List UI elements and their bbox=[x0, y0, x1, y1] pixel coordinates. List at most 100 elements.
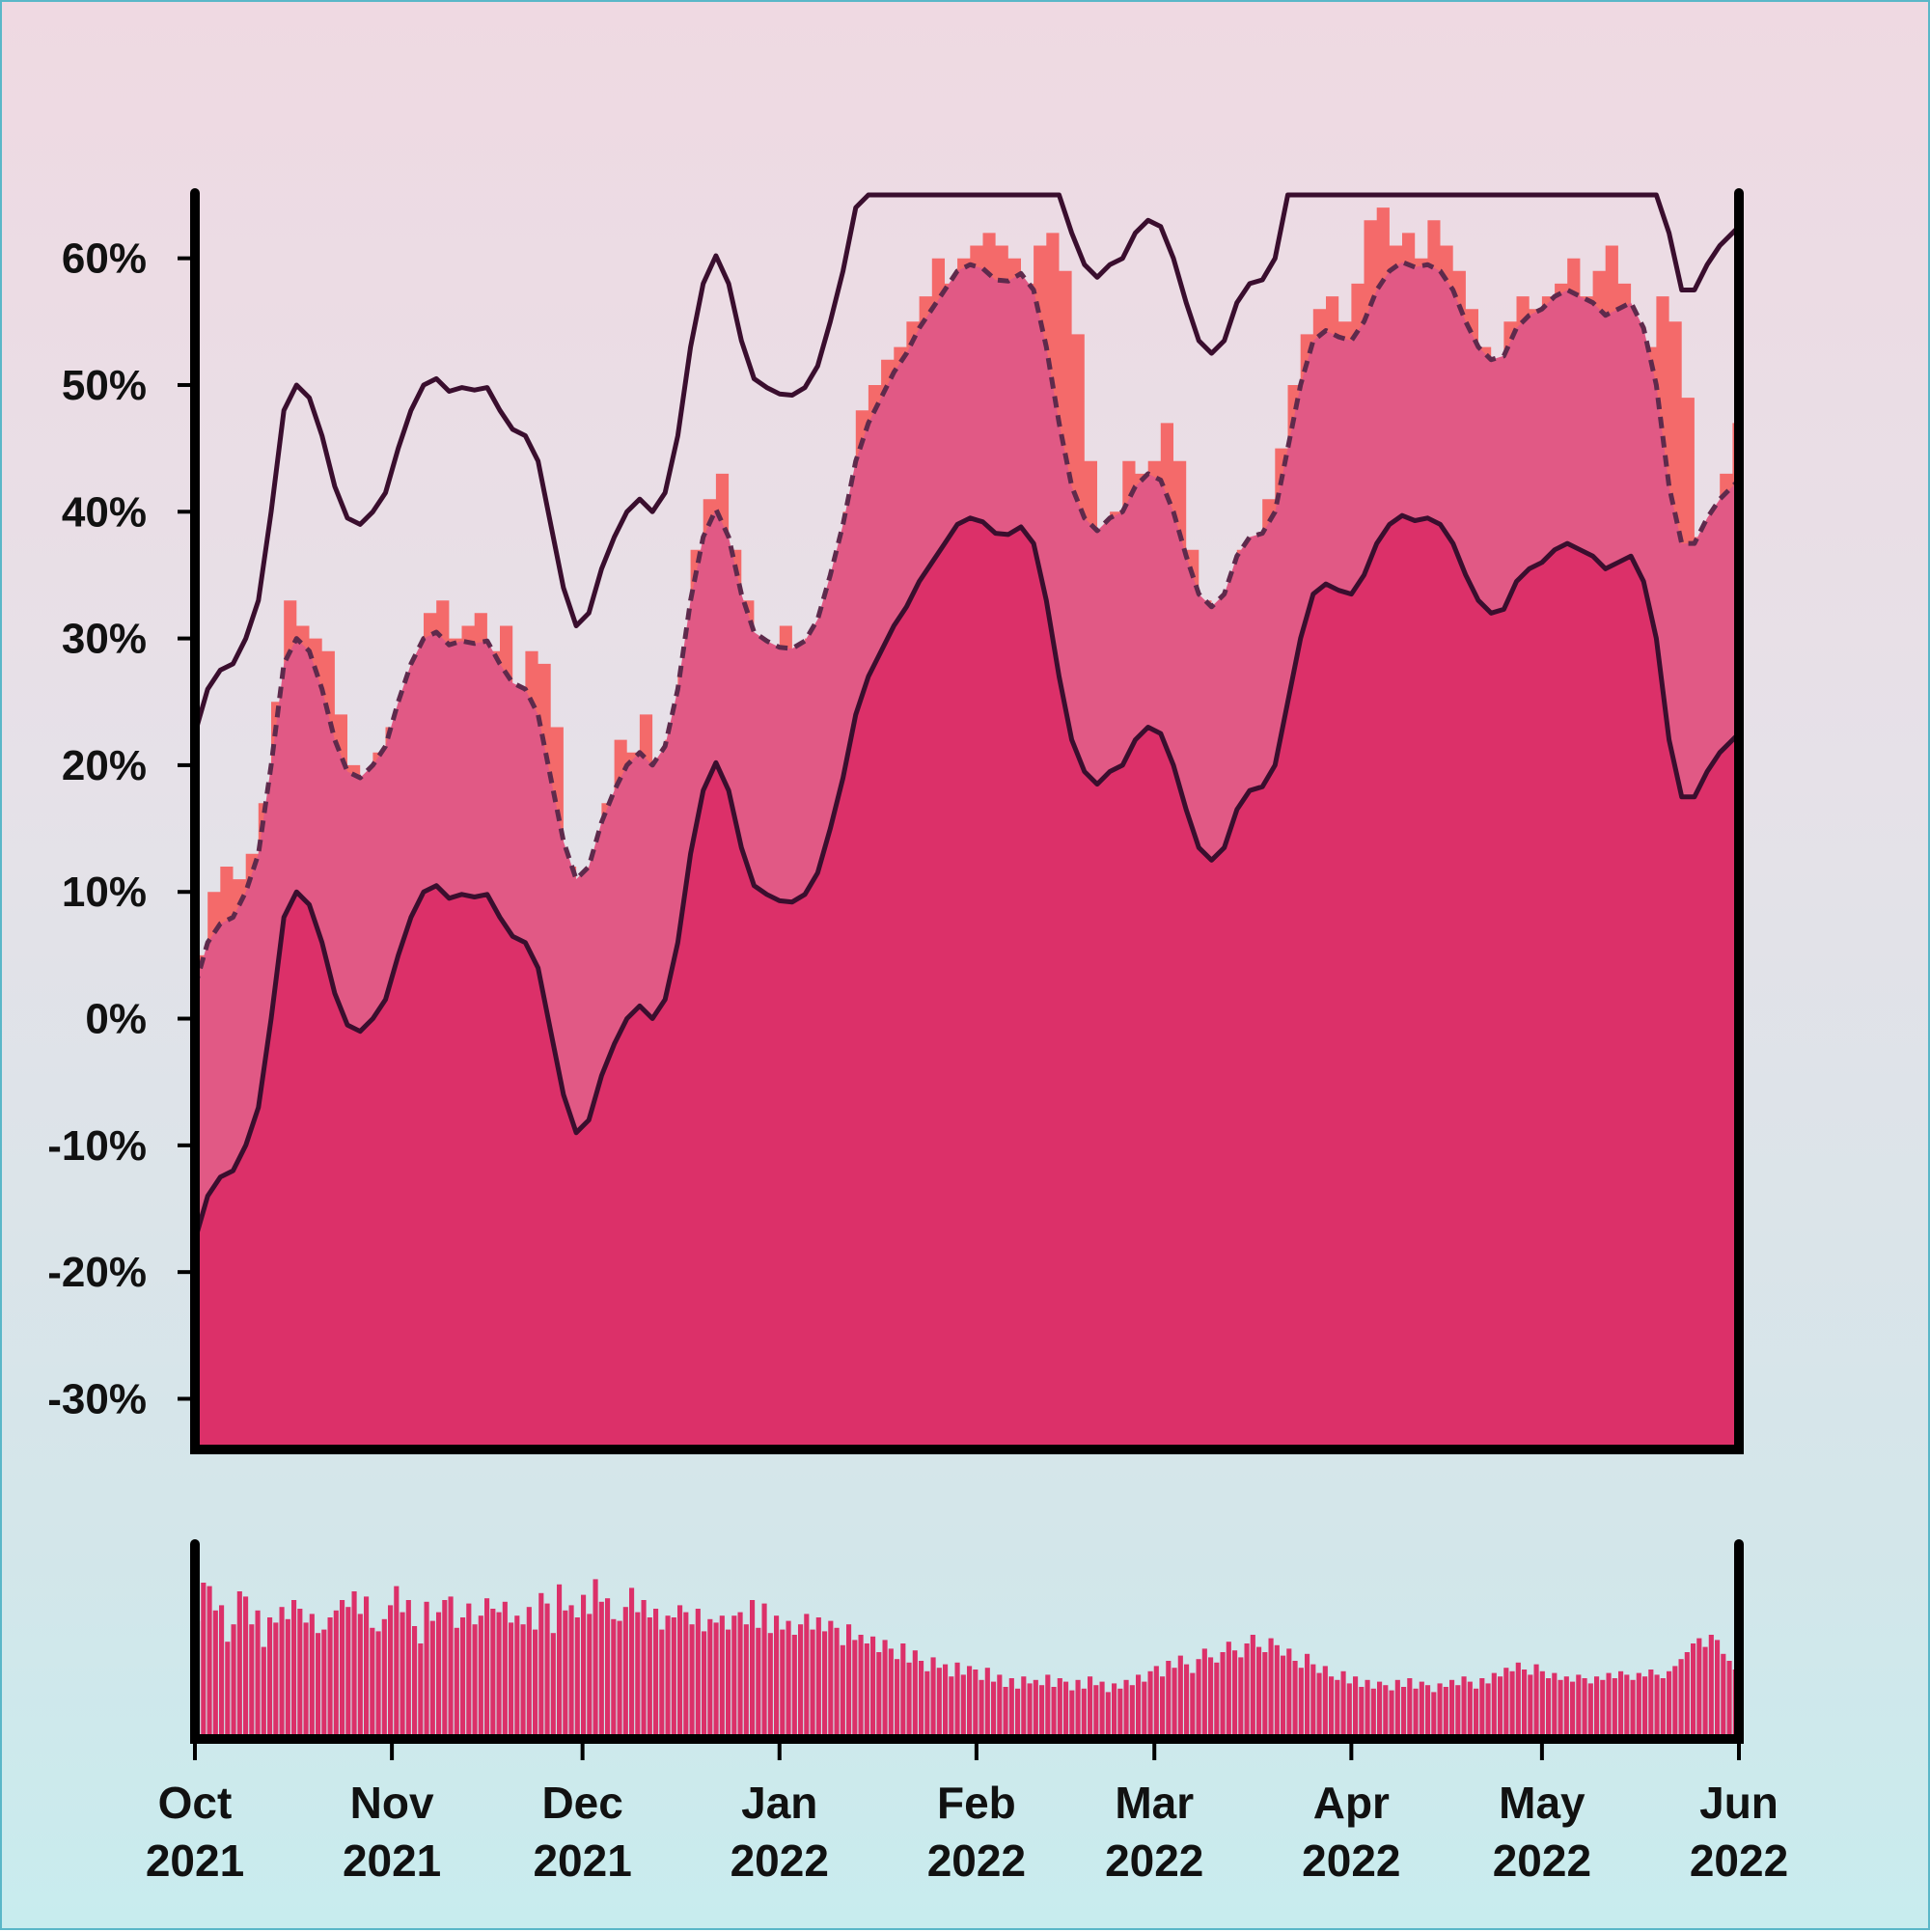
volume-bar bbox=[405, 1600, 411, 1739]
volume-bar bbox=[1081, 1688, 1087, 1739]
volume-bar bbox=[991, 1681, 997, 1739]
volume-bar bbox=[1250, 1635, 1255, 1739]
volume-bar bbox=[798, 1624, 804, 1739]
volume-bar bbox=[737, 1612, 743, 1739]
x-tick-month-label: Dec bbox=[541, 1778, 622, 1828]
volume-bar bbox=[876, 1652, 882, 1739]
volume-bar bbox=[653, 1609, 659, 1739]
volume-bar bbox=[1262, 1652, 1268, 1739]
volume-bar bbox=[1335, 1679, 1340, 1739]
lower-band-line bbox=[192, 512, 1741, 1241]
volume-bar bbox=[1353, 1676, 1359, 1739]
volume-bar bbox=[587, 1614, 593, 1739]
volume-bar bbox=[1051, 1687, 1057, 1739]
volume-bar bbox=[1281, 1655, 1286, 1739]
y-tick-label: -20% bbox=[47, 1249, 147, 1296]
volume-bar bbox=[1166, 1661, 1172, 1739]
volume-bar bbox=[605, 1598, 611, 1739]
x-tick-month-label: Oct bbox=[158, 1778, 233, 1828]
volume-bar bbox=[774, 1615, 780, 1739]
volume-bar bbox=[1684, 1652, 1690, 1739]
volume-bar bbox=[1129, 1685, 1135, 1739]
volume-bar bbox=[1340, 1670, 1346, 1739]
volume-bar bbox=[520, 1624, 526, 1739]
volume-bar bbox=[1449, 1679, 1455, 1739]
volume-bar bbox=[243, 1596, 249, 1739]
volume-bar bbox=[1546, 1678, 1552, 1739]
volume-bar bbox=[568, 1605, 574, 1739]
y-tick-label: 10% bbox=[62, 869, 147, 916]
main-panel bbox=[190, 188, 1744, 1454]
volume-bar bbox=[1389, 1690, 1394, 1739]
volume-bar bbox=[930, 1657, 936, 1739]
main-axis-frame bbox=[190, 188, 1744, 1454]
volume-axis-frame bbox=[190, 1539, 1744, 1744]
volume-bar bbox=[1274, 1644, 1280, 1739]
volume-bar bbox=[472, 1624, 478, 1739]
volume-bar bbox=[1431, 1692, 1437, 1739]
x-tick-month-label: May bbox=[1499, 1778, 1585, 1828]
volume-bar bbox=[550, 1633, 556, 1739]
volume-bar bbox=[617, 1620, 622, 1739]
volume-bar bbox=[1045, 1674, 1051, 1739]
volume-bar bbox=[340, 1600, 345, 1739]
y-axis-labels: 60% 50% 40% 30% 20% 10% 0% -10% -20% -30% bbox=[47, 235, 190, 1422]
volume-bar bbox=[683, 1612, 689, 1739]
volume-bar bbox=[1498, 1676, 1503, 1739]
x-tick-year-label: 2022 bbox=[731, 1835, 829, 1886]
volume-bar bbox=[279, 1607, 285, 1739]
volume-bar bbox=[249, 1624, 255, 1739]
volume-bar bbox=[1177, 1655, 1183, 1739]
volume-bar bbox=[1419, 1681, 1424, 1739]
volume-bar bbox=[1365, 1679, 1370, 1739]
volume-bar bbox=[1256, 1646, 1262, 1739]
volume-bar bbox=[906, 1662, 912, 1739]
x-axis-labels: Oct 2021 Nov 2021 Dec 2021 Jan 2022 Feb 2022 Mar 20… bbox=[146, 1743, 1788, 1886]
volume-bar bbox=[514, 1615, 520, 1739]
volume-bar bbox=[1600, 1679, 1606, 1739]
volume-bar bbox=[1383, 1685, 1389, 1739]
volume-bar bbox=[1491, 1672, 1497, 1739]
volume-bar bbox=[207, 1586, 212, 1739]
volume-bar bbox=[1570, 1681, 1576, 1739]
volume-bar bbox=[1069, 1690, 1075, 1739]
volume-bar bbox=[1594, 1676, 1600, 1739]
volume-bar bbox=[418, 1643, 424, 1739]
volume-bar bbox=[1437, 1683, 1443, 1739]
volume-bar bbox=[984, 1668, 990, 1739]
volume-bar bbox=[707, 1618, 713, 1739]
volume-bar bbox=[309, 1614, 315, 1739]
volume-bar bbox=[635, 1612, 641, 1739]
volume-bar bbox=[622, 1607, 628, 1739]
volume-bar bbox=[828, 1620, 834, 1739]
x-tick-year-label: 2021 bbox=[146, 1835, 244, 1886]
volume-bar bbox=[424, 1601, 429, 1739]
volume-bar bbox=[1558, 1679, 1563, 1739]
volume-bar bbox=[321, 1629, 327, 1739]
volume-bar bbox=[979, 1679, 984, 1739]
volume-bar bbox=[960, 1674, 966, 1739]
volume-bar bbox=[1015, 1688, 1021, 1739]
volume-bar bbox=[895, 1659, 900, 1739]
volume-bar bbox=[219, 1605, 225, 1739]
volume-bar bbox=[967, 1666, 973, 1739]
volume-bar bbox=[598, 1601, 604, 1739]
x-tick-year-label: 2022 bbox=[1105, 1835, 1203, 1886]
volume-bar bbox=[1268, 1638, 1274, 1739]
volume-bar bbox=[1539, 1670, 1545, 1739]
volume-bar bbox=[834, 1627, 840, 1739]
volume-bar bbox=[1660, 1678, 1666, 1739]
volume-bar bbox=[1039, 1685, 1045, 1739]
volume-bar bbox=[1587, 1683, 1593, 1739]
volume-bar bbox=[919, 1661, 924, 1739]
volume-bar bbox=[1136, 1674, 1142, 1739]
volume-bar bbox=[1093, 1685, 1099, 1739]
volume-bar bbox=[840, 1644, 845, 1739]
volume-bar bbox=[713, 1622, 719, 1739]
volume-bar bbox=[1123, 1679, 1129, 1739]
volume-bar bbox=[900, 1643, 906, 1739]
volume-bar bbox=[466, 1603, 472, 1739]
volume-bar bbox=[327, 1617, 333, 1739]
volume-bar bbox=[1461, 1676, 1467, 1739]
